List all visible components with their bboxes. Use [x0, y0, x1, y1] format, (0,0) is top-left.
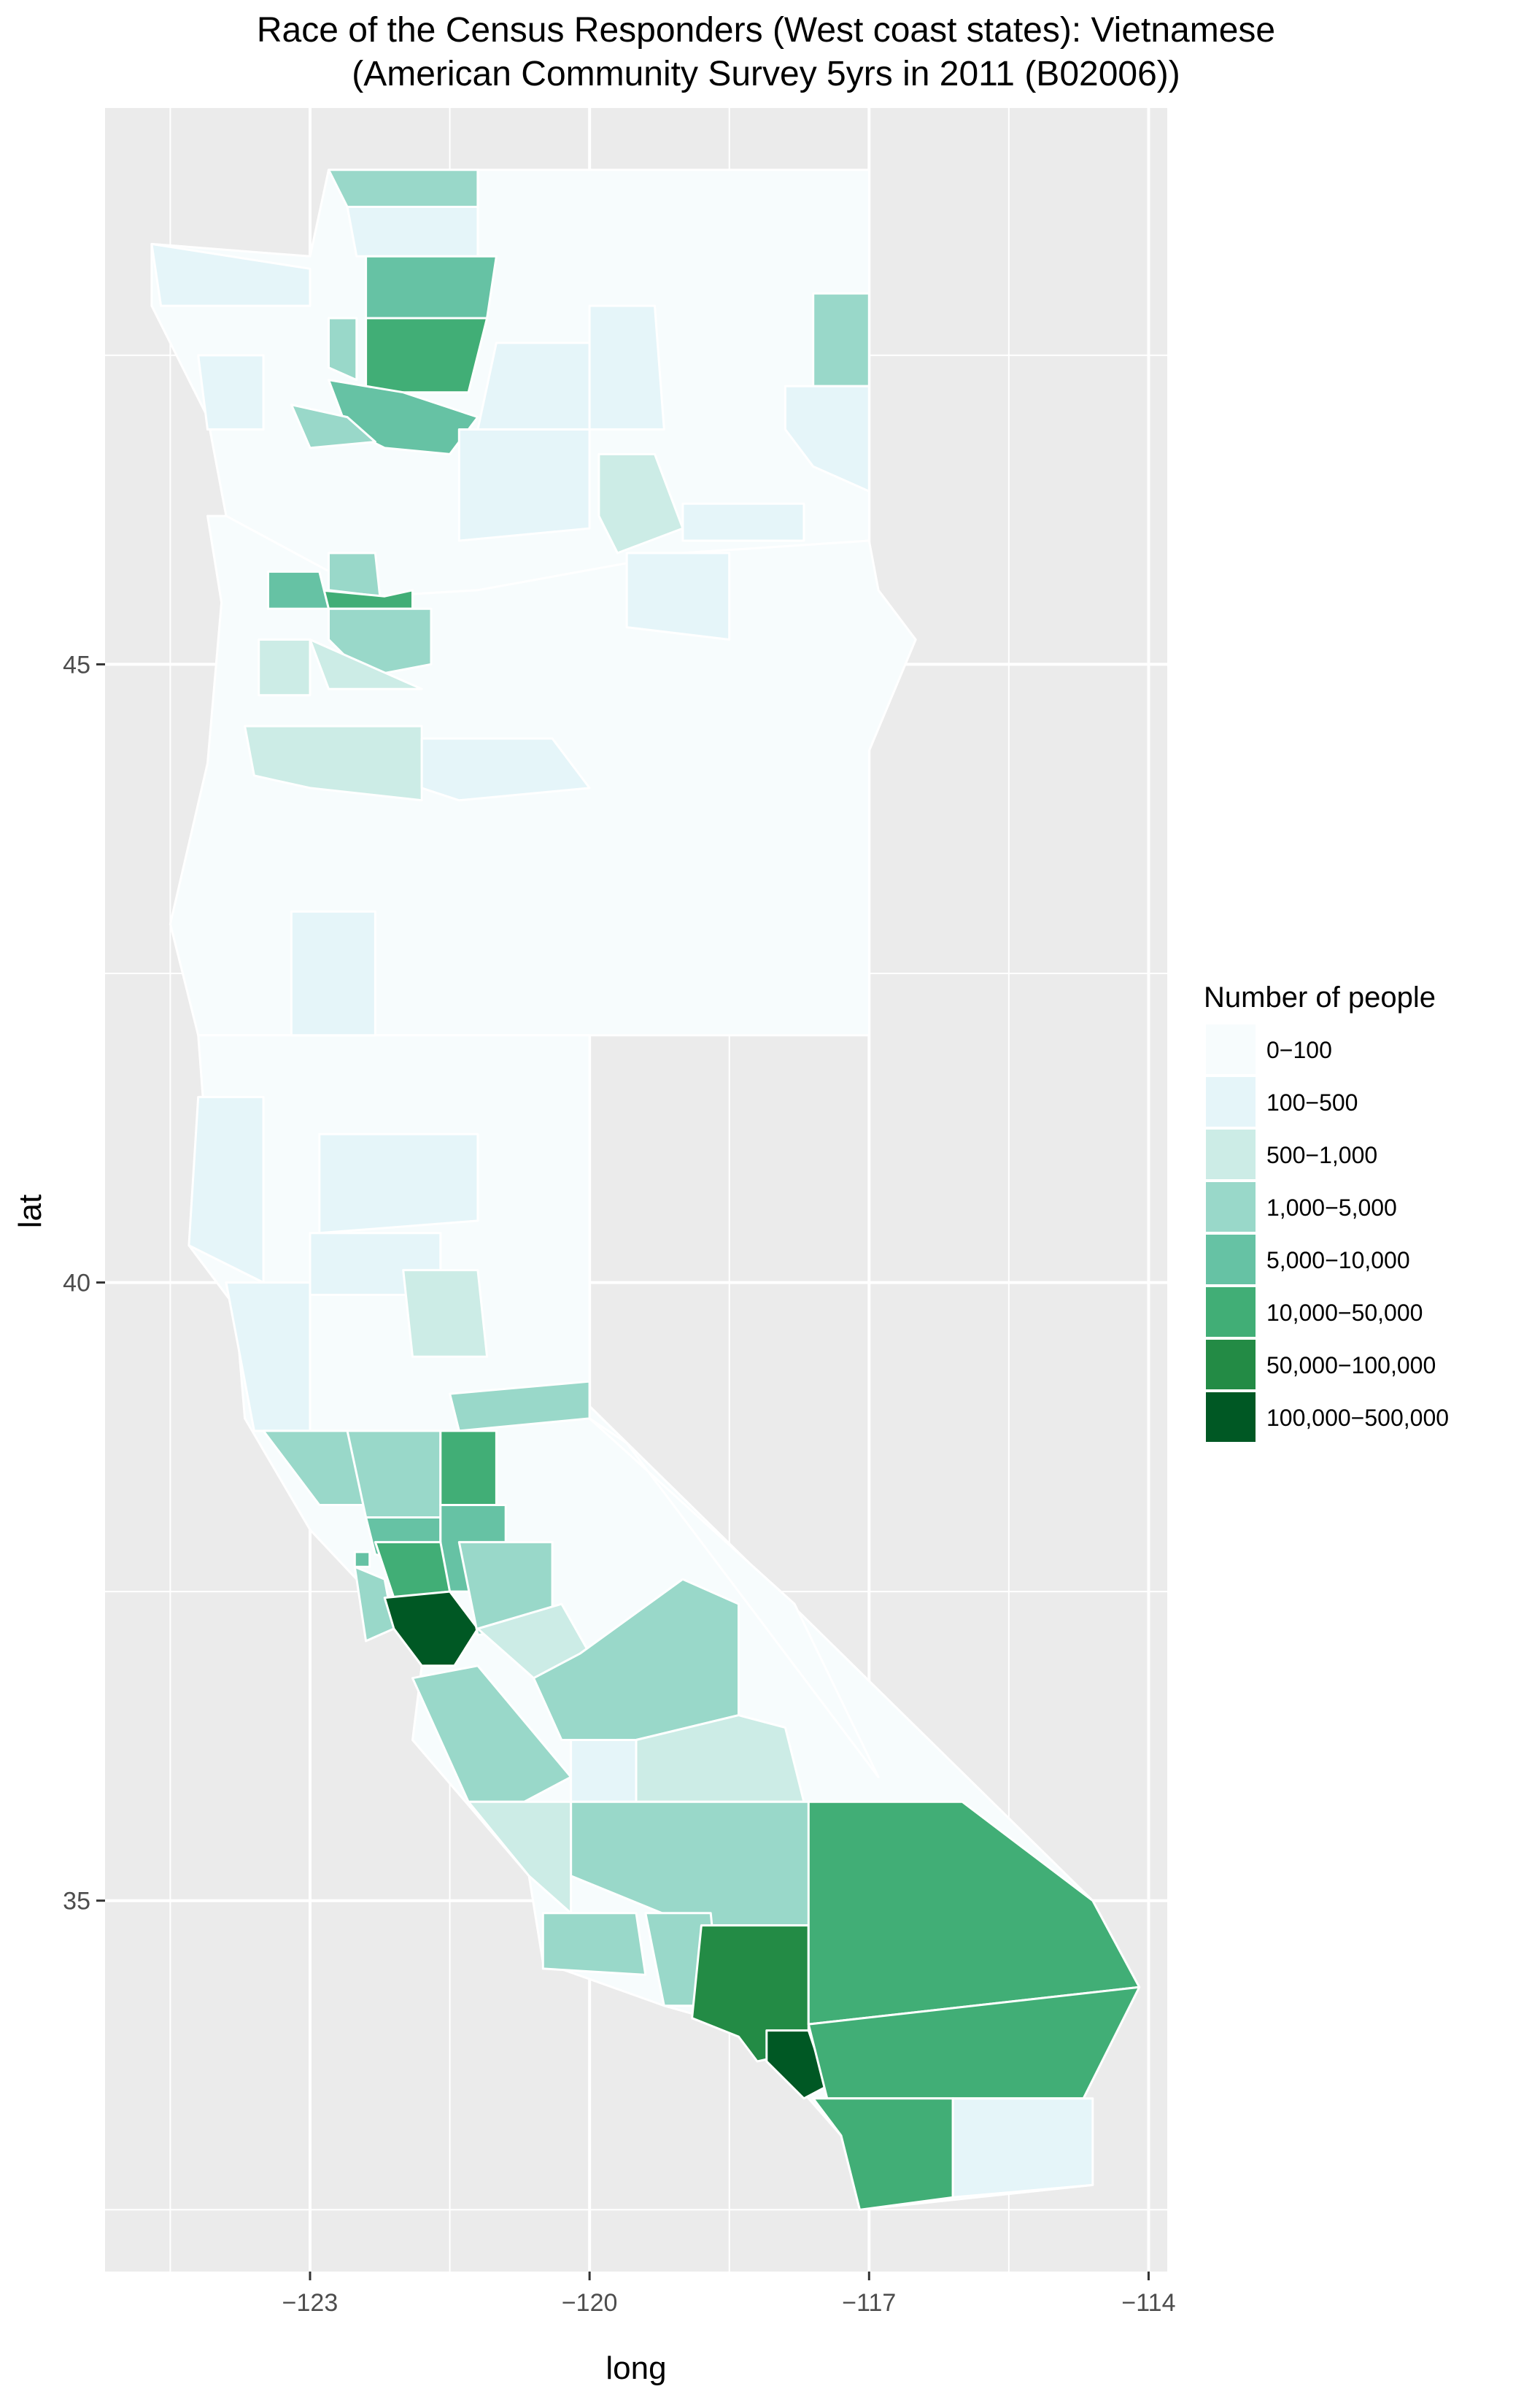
region-marion [309, 638, 423, 690]
region-whatcom [328, 169, 479, 208]
region-grant-adams [588, 304, 665, 431]
legend-title: Number of people [1204, 981, 1436, 1014]
region-jackson [290, 910, 376, 1037]
legend-key-swatch [1204, 1286, 1257, 1338]
region-monterey [411, 1664, 573, 1803]
region-san-francisco [353, 1551, 371, 1568]
y-tick-label: 40 [63, 1270, 90, 1297]
x-tick-label: −120 [562, 2289, 618, 2317]
region-santa-barbara [541, 1912, 647, 1976]
x-axis: −123 −120 −117 −114 [282, 2272, 1175, 2317]
region-linn-benton [244, 725, 423, 802]
region-snohomish [365, 255, 498, 320]
x-tick-label: −114 [1121, 2289, 1175, 2317]
x-tick-label: −117 [842, 2289, 896, 2317]
y-axis-title: lat [12, 1195, 48, 1228]
region-sacramento [439, 1429, 498, 1506]
region-washington-or [267, 570, 330, 610]
region-umatilla [625, 552, 731, 641]
region-butte [402, 1269, 489, 1358]
region-san-diego [812, 2097, 954, 2211]
y-tick-label: 35 [63, 1888, 90, 1915]
region-king [365, 317, 489, 394]
region-whitman [784, 385, 870, 493]
region-deschutes [420, 737, 591, 802]
legend-key-swatch [1204, 1338, 1257, 1391]
legend-key-label: 100−500 [1266, 1089, 1358, 1116]
legend-key-swatch [1204, 1128, 1257, 1181]
y-axis: 35 40 45 [63, 651, 105, 1915]
region-yamhill-polk [258, 638, 312, 697]
legend-key-label: 5,000−10,000 [1266, 1247, 1410, 1273]
region-walla-walla [681, 502, 805, 542]
region-kings [570, 1739, 638, 1803]
county-regions [150, 169, 1141, 2211]
legend-key-label: 100,000−500,000 [1266, 1405, 1449, 1431]
region-imperial [951, 2097, 1094, 2199]
region-san-bernardino [807, 1800, 1141, 2026]
chart-title-line-1: Race of the Census Responders (West coas… [256, 11, 1276, 50]
legend-key-label: 50,000−100,000 [1266, 1352, 1436, 1378]
region-inyo-mono [588, 1417, 880, 1778]
legend: Number of people 0−100 100−500 500−1,000 1,… [1204, 981, 1449, 1443]
legend-key-label: 0−100 [1266, 1037, 1332, 1063]
region-thurston [290, 404, 376, 449]
region-clark [328, 552, 382, 598]
legend-key-label: 1,000−5,000 [1266, 1195, 1397, 1221]
region-kittitas [476, 341, 600, 431]
legend-key-label: 10,000−50,000 [1266, 1300, 1423, 1326]
legend-key-swatch [1204, 1023, 1257, 1076]
legend-key-swatch [1204, 1076, 1257, 1128]
region-spokane [812, 292, 870, 387]
region-shasta [318, 1132, 479, 1235]
legend-key-swatch [1204, 1181, 1257, 1233]
legend-key-label: 500−1,000 [1266, 1142, 1377, 1168]
region-santa-clara [383, 1590, 479, 1667]
x-axis-title: long [606, 2350, 666, 2386]
x-tick-label: −123 [282, 2289, 338, 2317]
region-yakima [457, 428, 591, 542]
y-tick-label: 45 [63, 651, 90, 679]
legend-key-swatch [1204, 1391, 1257, 1443]
region-jefferson-clallam [150, 242, 312, 307]
chart-title-line-2: (American Community Survey 5yrs in 2011 … [352, 55, 1180, 93]
region-kitsap [328, 317, 358, 382]
region-skagit [346, 206, 479, 258]
region-benton [597, 452, 684, 555]
legend-key-swatch [1204, 1233, 1257, 1286]
region-grays-harbor [197, 354, 265, 431]
region-orange [765, 2029, 829, 2100]
